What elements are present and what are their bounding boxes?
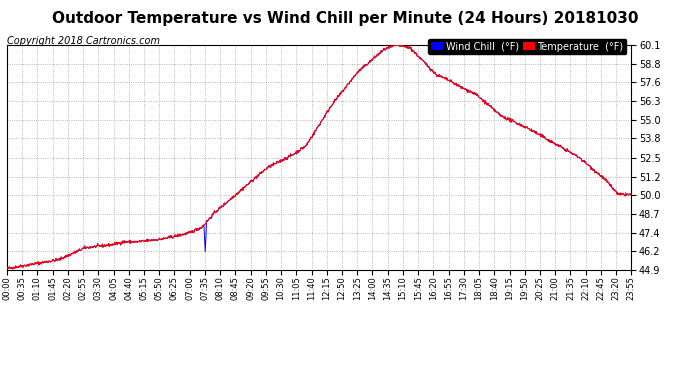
Text: Outdoor Temperature vs Wind Chill per Minute (24 Hours) 20181030: Outdoor Temperature vs Wind Chill per Mi… [52,11,638,26]
Text: Copyright 2018 Cartronics.com: Copyright 2018 Cartronics.com [7,36,160,46]
Legend: Wind Chill  (°F), Temperature  (°F): Wind Chill (°F), Temperature (°F) [428,39,627,54]
